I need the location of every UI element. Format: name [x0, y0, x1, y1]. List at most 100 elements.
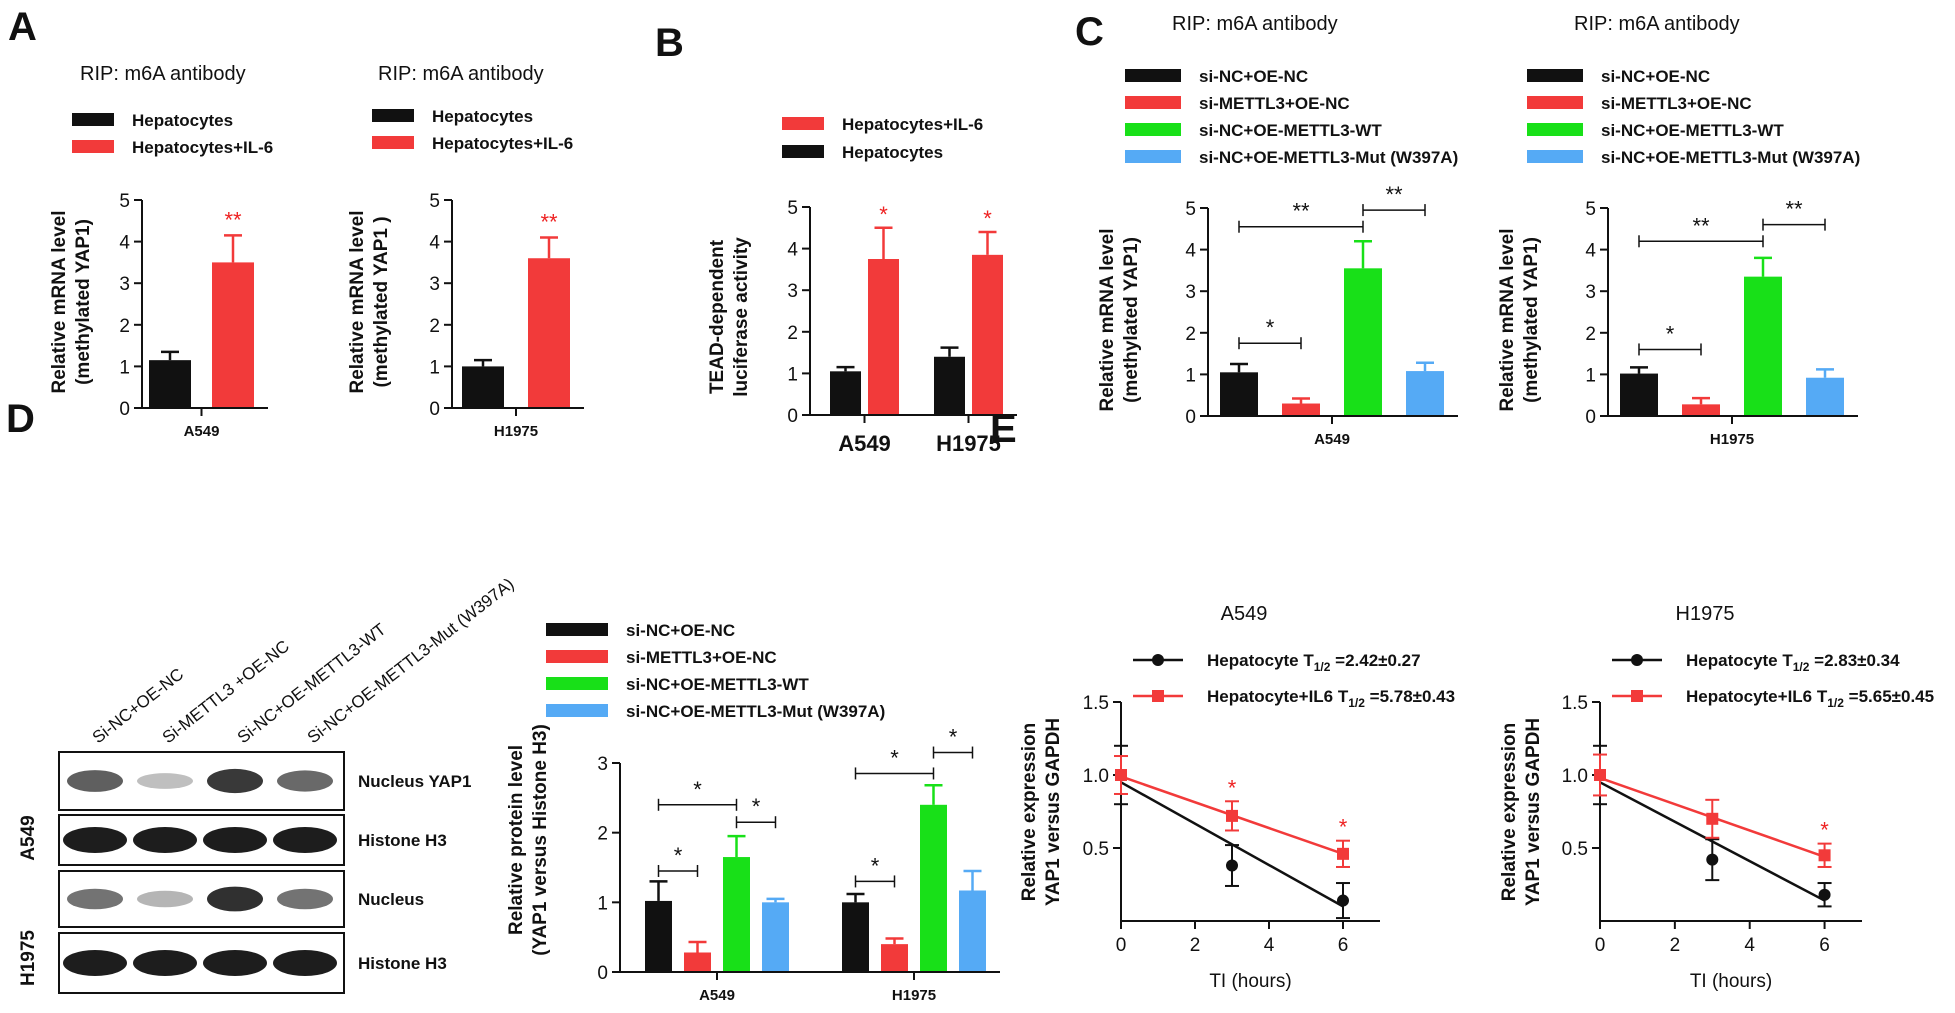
y-tick-label: 3	[1585, 282, 1596, 303]
y-tick-label: 3	[429, 274, 440, 295]
y-axis-label: Relative mRNA level (methylated YAP1)	[49, 210, 94, 393]
blot-band	[63, 950, 127, 976]
y-tick-label: 1	[597, 893, 608, 914]
significance-star: *	[879, 202, 888, 227]
y-axis-label-line: Relative mRNA level	[1497, 228, 1518, 411]
legend-swatch	[1125, 69, 1181, 82]
blot-band	[277, 888, 333, 910]
data-point	[1706, 812, 1719, 825]
bar-black	[1220, 372, 1258, 416]
y-tick-label: 4	[1185, 241, 1196, 262]
y-tick-label: 1	[1185, 365, 1196, 386]
legend-swatch	[546, 623, 608, 636]
legend-label: si-NC+OE-NC	[1199, 67, 1308, 86]
y-tick-label: 3	[1185, 282, 1196, 303]
significance-star: **	[1785, 197, 1803, 222]
x-tick-label: 0	[1116, 935, 1127, 956]
x-axis-label: A549	[1314, 431, 1350, 448]
legend-label: si-METTL3+OE-NC	[1199, 94, 1350, 113]
x-category-label: H1975	[936, 431, 1001, 456]
significance-star: *	[871, 853, 880, 878]
legend-label: si-NC+OE-METTL3-Mut (W397A)	[1601, 148, 1860, 167]
significance-star: *	[983, 206, 992, 231]
significance-star: *	[1666, 321, 1675, 346]
y-axis-label-line: YAP1 versus GAPDH	[1523, 718, 1544, 906]
y-axis-label: Relative mRNA level (methylated YAP1)	[1097, 228, 1142, 411]
legend-label: Hepatocytes+IL-6	[132, 138, 273, 157]
y-tick-label: 5	[787, 198, 798, 219]
bar-blue	[1806, 377, 1844, 416]
legend-marker	[1631, 654, 1643, 666]
y-axis-label: Relative expression YAP1 versus GAPDH	[1019, 718, 1064, 906]
legend-swatch	[782, 145, 824, 158]
bar-blue	[1406, 371, 1444, 416]
y-tick-label: 1.5	[1083, 693, 1109, 714]
blot-band	[207, 768, 263, 794]
blot-band	[207, 886, 263, 912]
y-tick-label: 1	[119, 357, 130, 378]
data-point	[1337, 894, 1349, 907]
bar-red	[972, 254, 1003, 415]
lane-label-text: Si-METTL3 +OE-NC	[159, 637, 293, 748]
y-tick-label: 0	[597, 963, 608, 984]
legend-swatch	[1125, 150, 1181, 163]
y-axis-label-line: Relative protein level	[506, 745, 527, 935]
bar-black	[645, 900, 672, 972]
data-point	[1115, 769, 1127, 781]
blot-band	[273, 827, 337, 853]
x-axis-label: TI (hours)	[1690, 971, 1772, 992]
legend-swatch	[1125, 96, 1181, 109]
bar-green	[723, 857, 750, 972]
y-axis-label-line: (methylated YAP1 )	[371, 216, 392, 387]
bar-black	[830, 371, 861, 415]
significance-star: **	[1385, 182, 1403, 207]
y-axis-label-line: luciferase activity	[731, 237, 752, 397]
y-axis-label: TEAD-dependent luciferase activity	[707, 237, 752, 397]
y-tick-label: 0	[119, 399, 130, 420]
panel-letter-c: C	[1075, 10, 1104, 54]
bar-green	[920, 804, 947, 972]
legend-label: Hepatocytes+IL-6	[432, 134, 573, 153]
significance-star: *	[1339, 815, 1348, 840]
y-tick-label: 0	[1585, 407, 1596, 428]
legend-label: Hepatocyte T1/2 =2.83±0.34	[1686, 651, 1900, 674]
chart-title: A549	[1221, 603, 1268, 625]
bar-black	[1620, 373, 1658, 416]
x-tick-label: 4	[1264, 935, 1275, 956]
legend-swatch	[72, 113, 114, 126]
y-tick-label: 2	[597, 824, 608, 845]
legend-swatch	[1125, 123, 1181, 136]
blot-band	[137, 773, 193, 789]
blot-row-label: Histone H3	[358, 831, 447, 850]
legend-label: si-NC+OE-METTL3-WT	[1601, 121, 1784, 140]
y-tick-label: 2	[787, 323, 798, 344]
significance-star: **	[1292, 199, 1310, 224]
significance-star: *	[949, 725, 958, 750]
cell-line-label: H1975	[18, 930, 39, 986]
data-point	[1818, 849, 1831, 862]
y-tick-label: 2	[429, 316, 440, 337]
chart-title: H1975	[1676, 603, 1735, 625]
blot-band	[63, 827, 127, 853]
blot-band	[277, 770, 333, 792]
bar-green	[1344, 268, 1382, 416]
y-tick-label: 1	[429, 357, 440, 378]
bar-black	[842, 902, 869, 972]
y-axis-label: Relative expression YAP1 versus GAPDH	[1499, 718, 1544, 906]
cell-line-label-text: H1975	[18, 930, 39, 986]
bar-red	[684, 952, 711, 972]
y-tick-label: 1	[787, 364, 798, 385]
bar-green	[1744, 276, 1782, 416]
significance-star: *	[674, 843, 683, 868]
blot-band	[273, 950, 337, 976]
legend-swatch	[1527, 123, 1583, 136]
legend-swatch	[72, 140, 114, 153]
y-axis-label: Relative protein level (YAP1 versus Histo…	[506, 724, 551, 956]
legend-label: si-NC+OE-METTL3-Mut (W397A)	[626, 702, 885, 721]
x-tick-label: 0	[1595, 935, 1606, 956]
y-tick-label: 5	[1585, 199, 1596, 220]
legend-label: si-NC+OE-METTL3-Mut (W397A)	[1199, 148, 1458, 167]
bar-red	[528, 258, 570, 408]
bar-blue	[959, 890, 986, 972]
